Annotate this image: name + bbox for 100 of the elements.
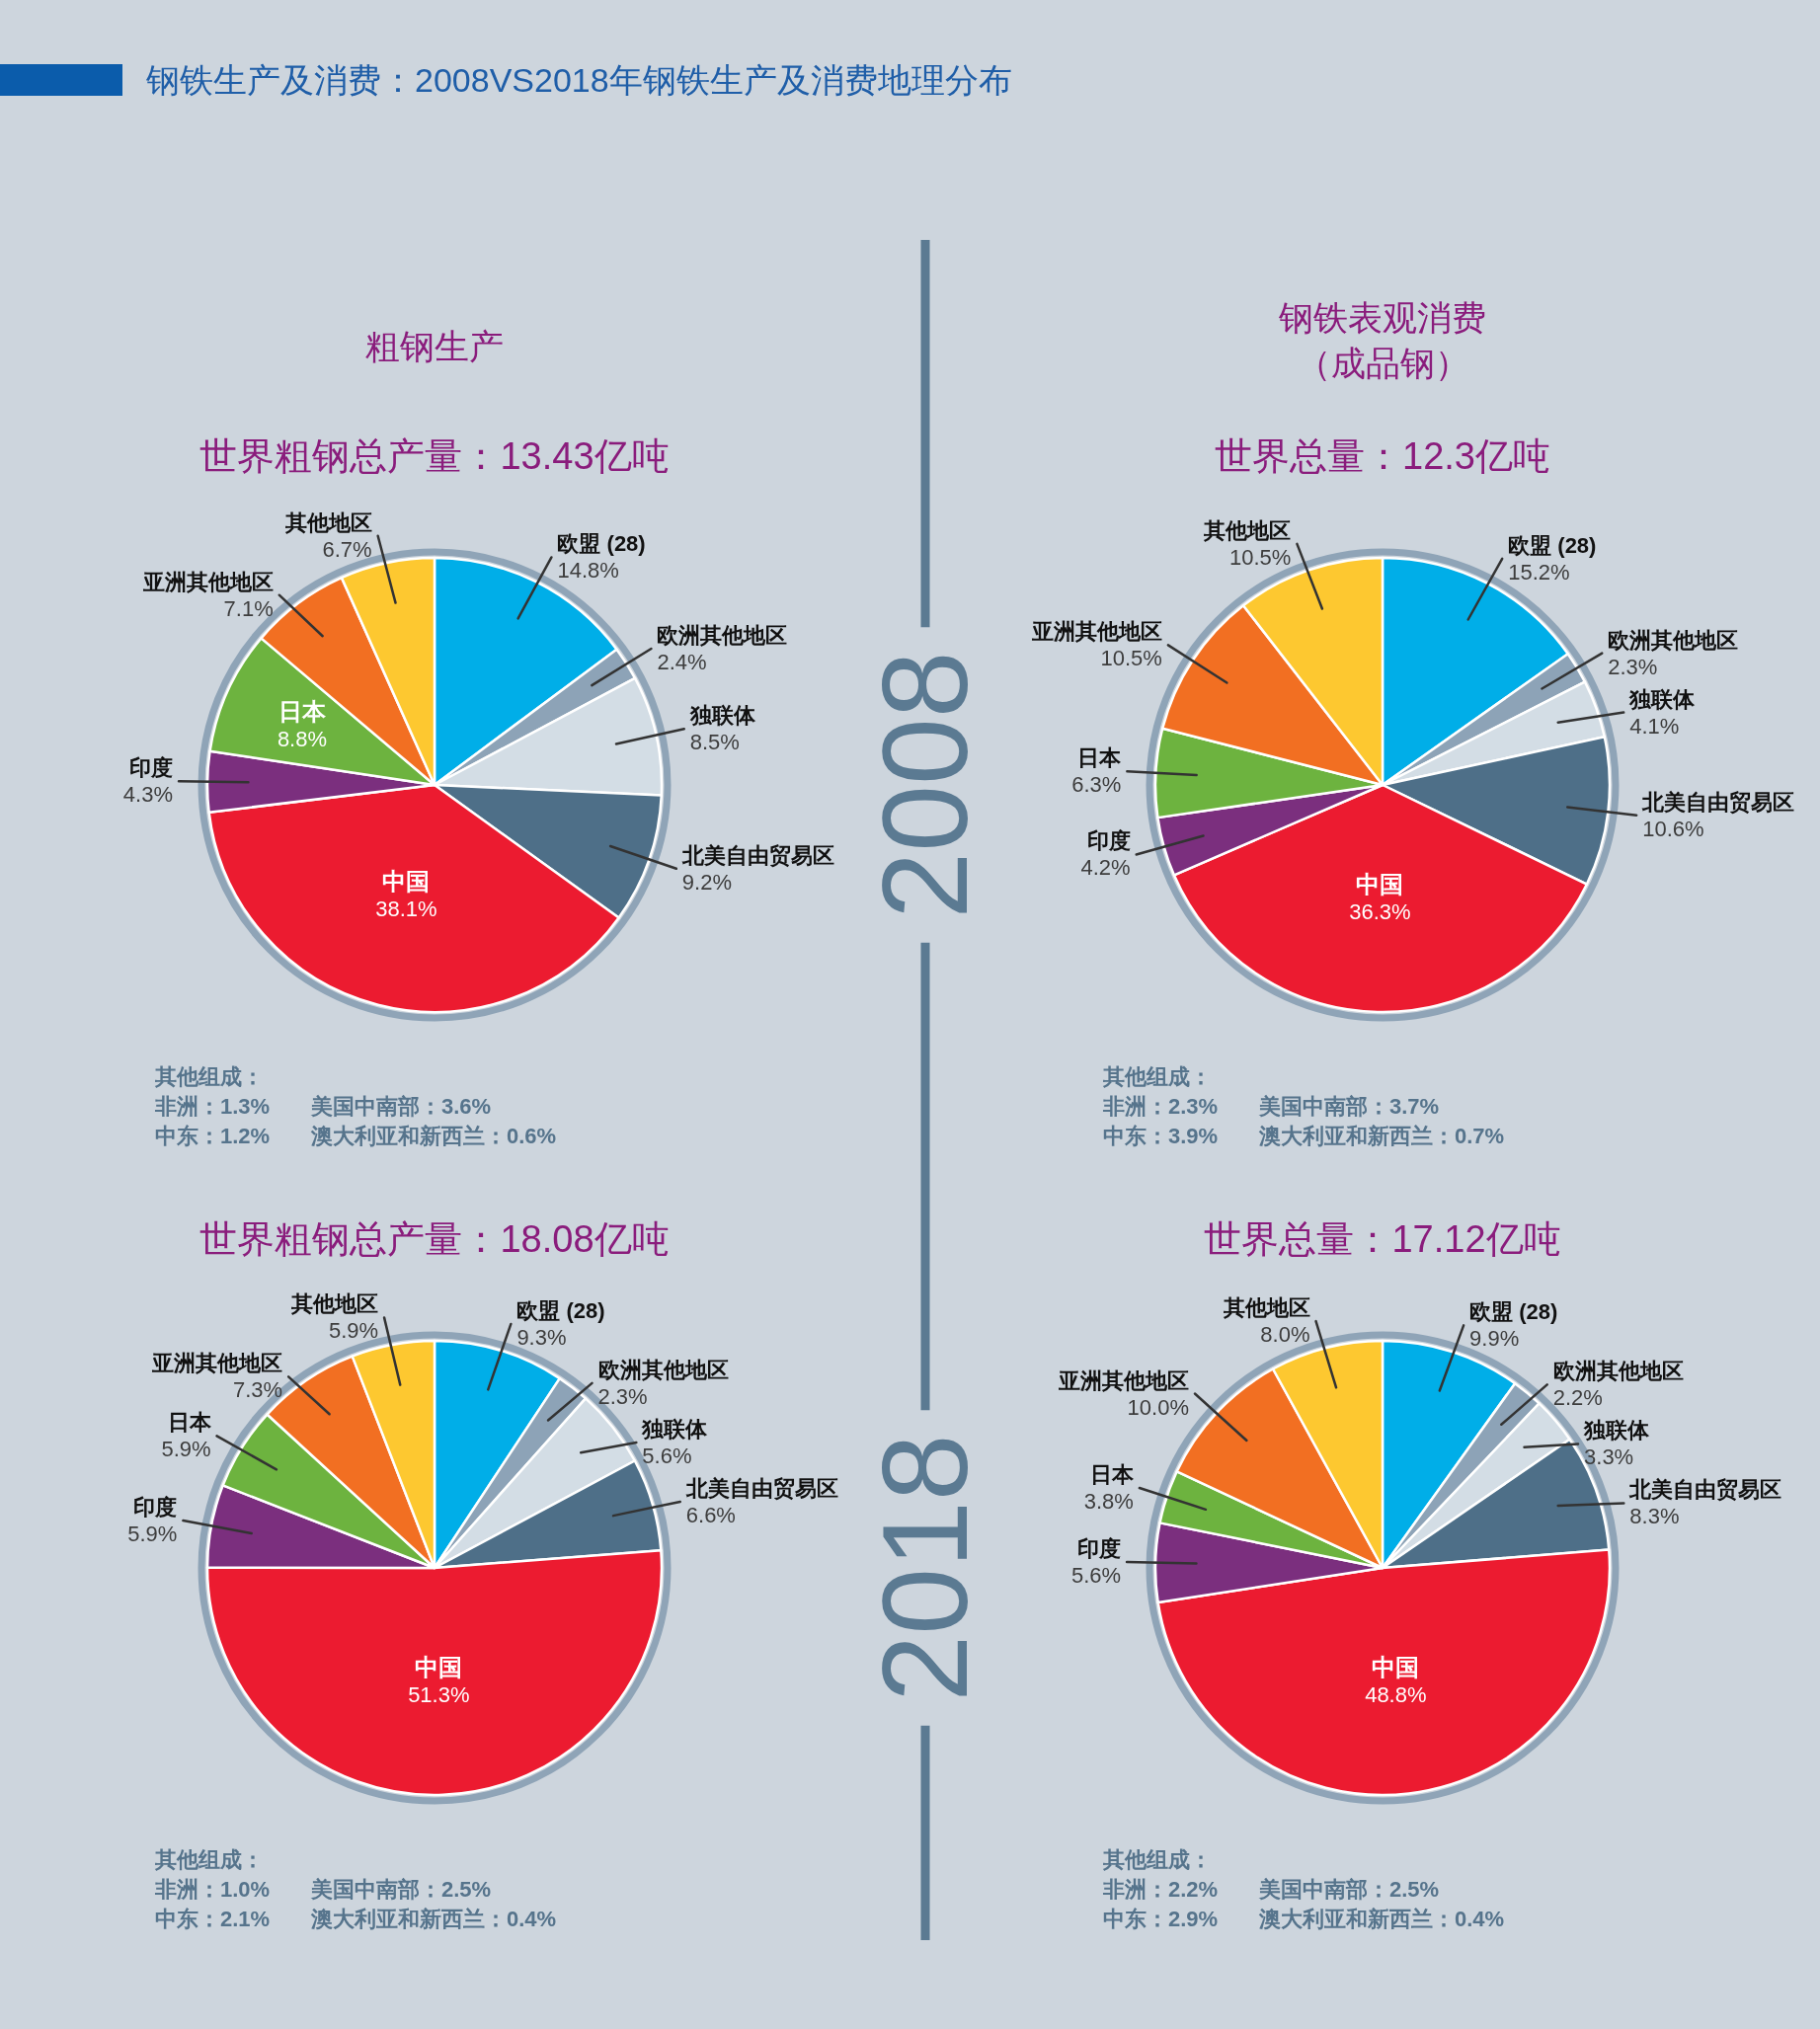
data-label: 6.6% <box>685 1502 736 1527</box>
text: 非洲：1.3% <box>154 1093 271 1119</box>
data-label: 4.2% <box>1080 855 1131 881</box>
text: 中东：1.2% <box>155 1123 271 1148</box>
slice-label: 日本 <box>167 1410 212 1436</box>
data-label: 8.5% <box>689 730 740 755</box>
slice-label: 印度 <box>1077 1535 1122 1561</box>
slice-label: 中国 <box>1372 1653 1420 1680</box>
text: 非洲：2.2% <box>1102 1876 1219 1902</box>
data-label: 51.3% <box>408 1682 470 1708</box>
text: 美国中南部：2.5% <box>310 1876 492 1902</box>
slice-label: 独联体 <box>688 703 756 729</box>
data-label: 14.8% <box>557 558 619 584</box>
chart-subtitle: 世界粗钢总产量：13.43亿吨 <box>199 435 670 477</box>
slice-label: 欧洲其他地区 <box>1608 627 1739 653</box>
text: 其他组成： <box>154 1846 264 1872</box>
slice-label: 其他地区 <box>1203 517 1292 543</box>
text: 其他组成： <box>1102 1063 1212 1089</box>
text: 澳大利亚和新西兰：0.4% <box>1258 1906 1505 1931</box>
text: 2008 <box>858 651 992 919</box>
data-label: 2.4% <box>657 649 707 674</box>
slice-label: 欧洲其他地区 <box>657 622 788 648</box>
text: 美国中南部：3.7% <box>1258 1093 1440 1119</box>
data-label: 3.8% <box>1083 1489 1134 1515</box>
slice-label: 亚洲其他地区 <box>1057 1367 1189 1393</box>
slice-label: 独联体 <box>1583 1418 1651 1444</box>
slice-label: 亚洲其他地区 <box>151 1351 283 1376</box>
slice-label: 日本 <box>277 697 327 725</box>
slice-label: 印度 <box>129 755 174 781</box>
slice-label: 北美自由贸易区 <box>1641 789 1795 815</box>
data-label: 5.9% <box>161 1437 211 1462</box>
text: 2018 <box>858 1434 992 1702</box>
text: 中东：3.9% <box>1103 1123 1219 1148</box>
data-label: 10.5% <box>1229 544 1292 570</box>
data-label: 8.3% <box>1629 1504 1680 1529</box>
data-label: 48.8% <box>1365 1681 1427 1707</box>
slice-label: 欧洲其他地区 <box>1552 1359 1684 1384</box>
data-label: 38.1% <box>375 896 437 921</box>
chart-subtitle: 世界总量：12.3亿吨 <box>1215 435 1550 477</box>
data-label: 9.3% <box>516 1324 567 1350</box>
data-label: 4.1% <box>1629 713 1680 739</box>
slice-label: 欧盟 (28) <box>516 1297 605 1323</box>
slice-label: 其他地区 <box>1222 1295 1310 1321</box>
data-label: 9.9% <box>1469 1326 1520 1352</box>
data-label: 15.2% <box>1508 559 1570 585</box>
data-label: 7.1% <box>223 595 274 621</box>
data-label: 5.9% <box>127 1522 178 1547</box>
data-label: 6.3% <box>1071 772 1122 798</box>
text: 其他组成： <box>1102 1846 1212 1872</box>
slice-label: 印度 <box>133 1495 178 1521</box>
data-label: 5.6% <box>642 1443 692 1468</box>
text: 中东：2.9% <box>1103 1906 1219 1931</box>
data-label: 9.2% <box>681 869 732 895</box>
slice-label: 其他地区 <box>290 1291 379 1317</box>
text: 澳大利亚和新西兰：0.4% <box>310 1906 557 1931</box>
text: 非洲：2.3% <box>1102 1093 1219 1119</box>
data-label: 36.3% <box>1349 899 1411 925</box>
slice-label: 北美自由贸易区 <box>680 842 834 868</box>
data-label: 8.8% <box>277 726 328 751</box>
data-label: 10.0% <box>1127 1394 1189 1420</box>
slice-label: 印度 <box>1086 828 1131 854</box>
text: 美国中南部：3.6% <box>310 1093 492 1119</box>
text: 钢铁生产及消费：2008VS2018年钢铁生产及消费地理分布 <box>145 61 1012 99</box>
data-label: 2.3% <box>597 1383 648 1409</box>
text: 非洲：1.0% <box>154 1876 271 1902</box>
slice-label: 欧盟 (28) <box>1508 532 1597 558</box>
data-label: 10.6% <box>1642 816 1704 841</box>
slice-label: 欧盟 (28) <box>1469 1299 1558 1325</box>
text: 美国中南部：2.5% <box>1258 1876 1440 1902</box>
data-label: 5.9% <box>328 1318 379 1344</box>
chart-title: 钢铁表观消费（成品钢） <box>1278 297 1486 382</box>
data-label: 7.3% <box>232 1377 283 1403</box>
slice-label: 中国 <box>1356 871 1404 898</box>
slice-label: 独联体 <box>1628 686 1697 712</box>
text: 中东：2.1% <box>155 1906 271 1931</box>
text: 其他组成： <box>154 1063 264 1089</box>
text: 澳大利亚和新西兰：0.6% <box>310 1123 557 1148</box>
slice-label: 日本 <box>1089 1462 1135 1488</box>
slice-label: 日本 <box>1077 745 1123 771</box>
slice-label: 亚洲其他地区 <box>141 569 274 594</box>
slice-label: 亚洲其他地区 <box>1030 619 1162 645</box>
data-label: 2.3% <box>1608 654 1658 679</box>
data-label: 6.7% <box>322 536 372 562</box>
slice-label: 欧洲其他地区 <box>597 1357 729 1382</box>
slice-label: 其他地区 <box>283 509 372 535</box>
chart-title: 粗钢生产 <box>365 326 504 365</box>
data-label: 2.2% <box>1552 1385 1603 1411</box>
text: 澳大利亚和新西兰：0.7% <box>1258 1123 1505 1148</box>
data-label: 10.5% <box>1100 646 1162 671</box>
chart-title: 世界总量：17.12亿吨 <box>1204 1218 1561 1260</box>
data-label: 4.3% <box>122 782 174 808</box>
slice-label: 中国 <box>415 1654 463 1681</box>
slice-label: 独联体 <box>641 1416 709 1442</box>
slice-label: 中国 <box>382 867 431 895</box>
slice-label: 北美自由贸易区 <box>1628 1477 1782 1503</box>
data-label: 3.3% <box>1584 1444 1634 1470</box>
chart-title: 世界粗钢总产量：18.08亿吨 <box>199 1218 670 1260</box>
slice-label: 北美自由贸易区 <box>684 1475 838 1501</box>
data-label: 5.6% <box>1070 1562 1122 1588</box>
slice-label: 欧盟 (28) <box>557 531 646 557</box>
